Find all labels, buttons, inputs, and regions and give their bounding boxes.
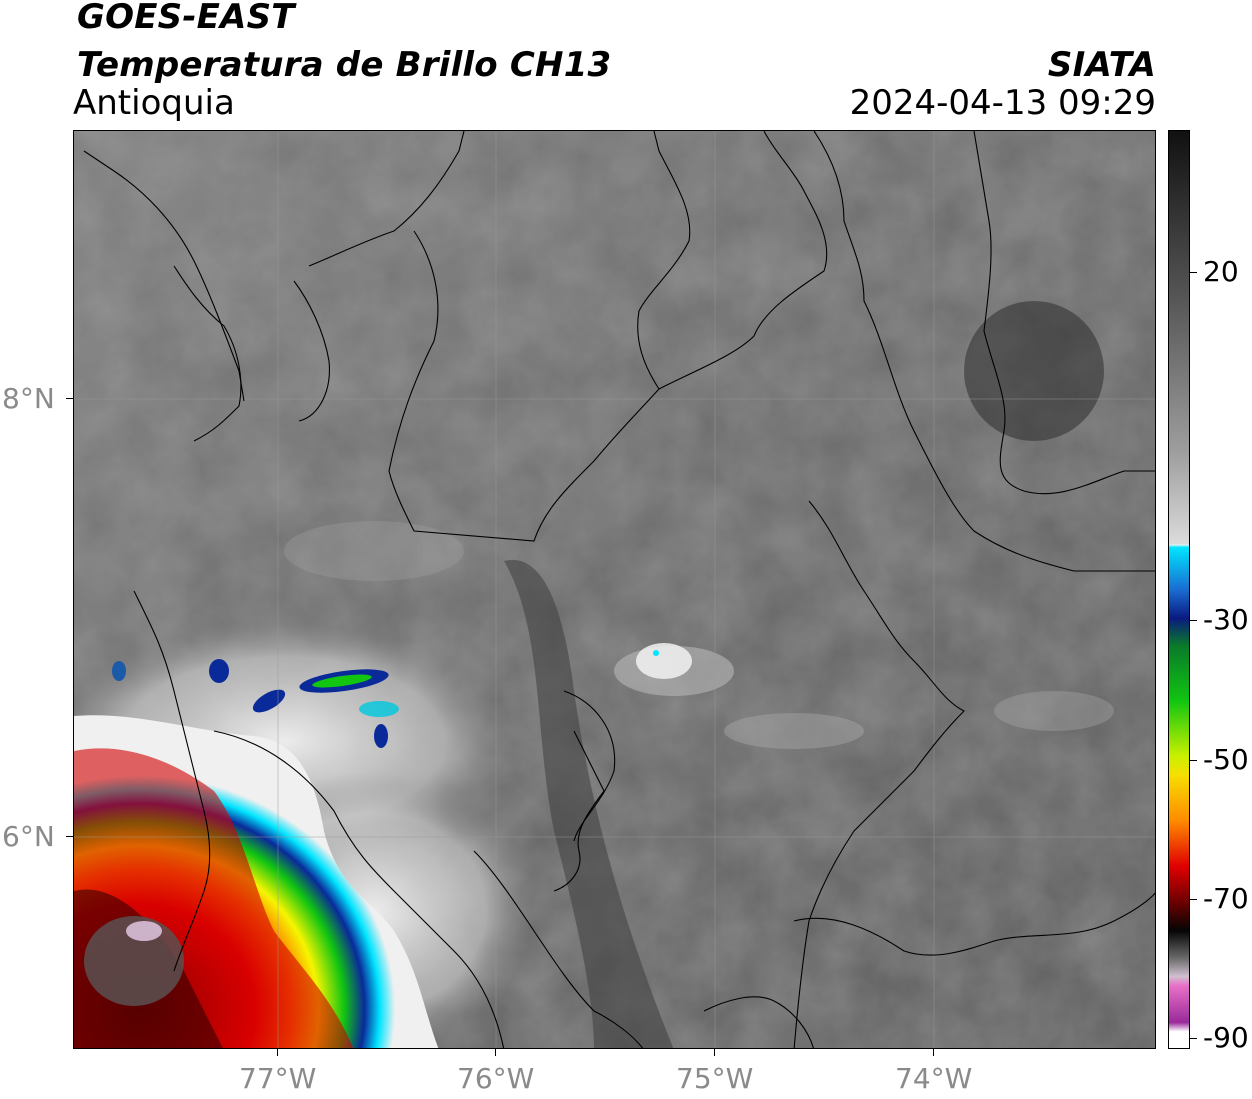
satellite-title: GOES-EAST (77, 0, 295, 37)
bright-spot (636, 643, 692, 679)
colorbar-scale (1169, 131, 1189, 1048)
lon-label-76w: 76°W (457, 1062, 535, 1095)
cbar-label-20: 20 (1203, 255, 1239, 288)
datetime-label: 2024-04-13 09:29 (849, 83, 1156, 123)
cbar-tick-minus50 (1190, 760, 1197, 761)
cbar-label-minus70: -70 (1203, 882, 1249, 915)
convective-cell (209, 659, 229, 683)
agency-title: SIATA (1047, 45, 1156, 85)
convective-cell (374, 724, 388, 748)
cloud-streak (724, 713, 864, 749)
cloud-streak (994, 691, 1114, 731)
product-title: Temperatura de Brillo CH13 (77, 45, 612, 85)
satellite-map[interactable] (73, 130, 1156, 1049)
cbar-tick-minus70 (1190, 899, 1197, 900)
dark-patch-ne (964, 301, 1104, 441)
lon-tick-76 (495, 1049, 496, 1056)
cbar-tick-minus30 (1190, 620, 1197, 621)
lat-tick-6 (66, 836, 73, 837)
overshooting-top (84, 916, 184, 1006)
lat-label-6n: 6°N (2, 820, 55, 853)
cloud-streak (284, 521, 464, 581)
boundaries (83, 131, 1155, 1048)
cbar-label-minus30: -30 (1203, 603, 1249, 636)
cbar-tick-minus90 (1190, 1038, 1197, 1039)
cbar-label-minus90: -90 (1203, 1021, 1249, 1054)
lon-tick-77 (277, 1049, 278, 1056)
lon-tick-75 (714, 1049, 715, 1056)
map-canvas (74, 131, 1155, 1048)
overshooting-top-center (126, 921, 162, 941)
lon-label-77w: 77°W (239, 1062, 317, 1095)
region-title: Antioquia (73, 83, 235, 123)
convective-cell (312, 674, 372, 688)
colorbar (1168, 130, 1190, 1049)
lat-tick-8 (66, 398, 73, 399)
lon-label-75w: 75°W (676, 1062, 754, 1095)
cold-pixel (653, 650, 659, 656)
convective-cell (252, 689, 286, 713)
convective-cell (112, 661, 126, 681)
lon-tick-74 (933, 1049, 934, 1056)
lat-label-8n: 8°N (2, 382, 55, 415)
convective-cell (359, 701, 399, 717)
cbar-label-minus50: -50 (1203, 743, 1249, 776)
dark-band (504, 559, 674, 1048)
lon-label-74w: 74°W (895, 1062, 973, 1095)
cbar-tick-20 (1190, 272, 1197, 273)
gridlines (74, 131, 1155, 1048)
